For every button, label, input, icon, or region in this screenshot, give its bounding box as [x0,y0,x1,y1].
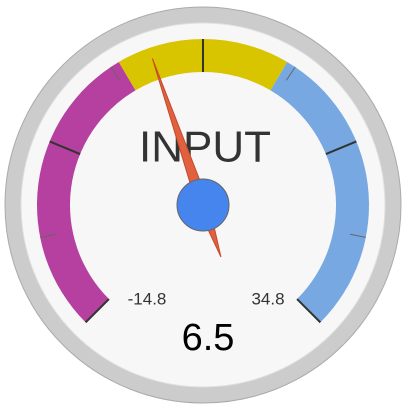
major-tick [296,298,322,324]
color-band [37,61,136,323]
gauge-label: INPUT [139,123,271,172]
major-tick [84,298,110,324]
min-label: -14.8 [128,289,167,308]
minor-tick [110,66,121,81]
needle-hub [176,178,230,232]
major-tick [325,140,357,156]
major-tick [49,140,81,156]
minor-tick [285,66,296,81]
minor-tick [40,233,56,238]
color-band [270,61,369,323]
minor-tick [350,233,366,238]
max-label: 34.8 [251,289,284,308]
value-label: 6.5 [182,317,235,359]
